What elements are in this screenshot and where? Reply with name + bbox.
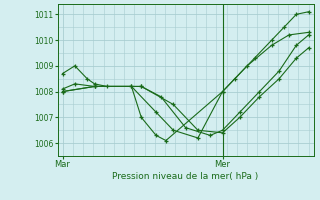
X-axis label: Pression niveau de la mer( hPa ): Pression niveau de la mer( hPa ) (112, 172, 259, 181)
